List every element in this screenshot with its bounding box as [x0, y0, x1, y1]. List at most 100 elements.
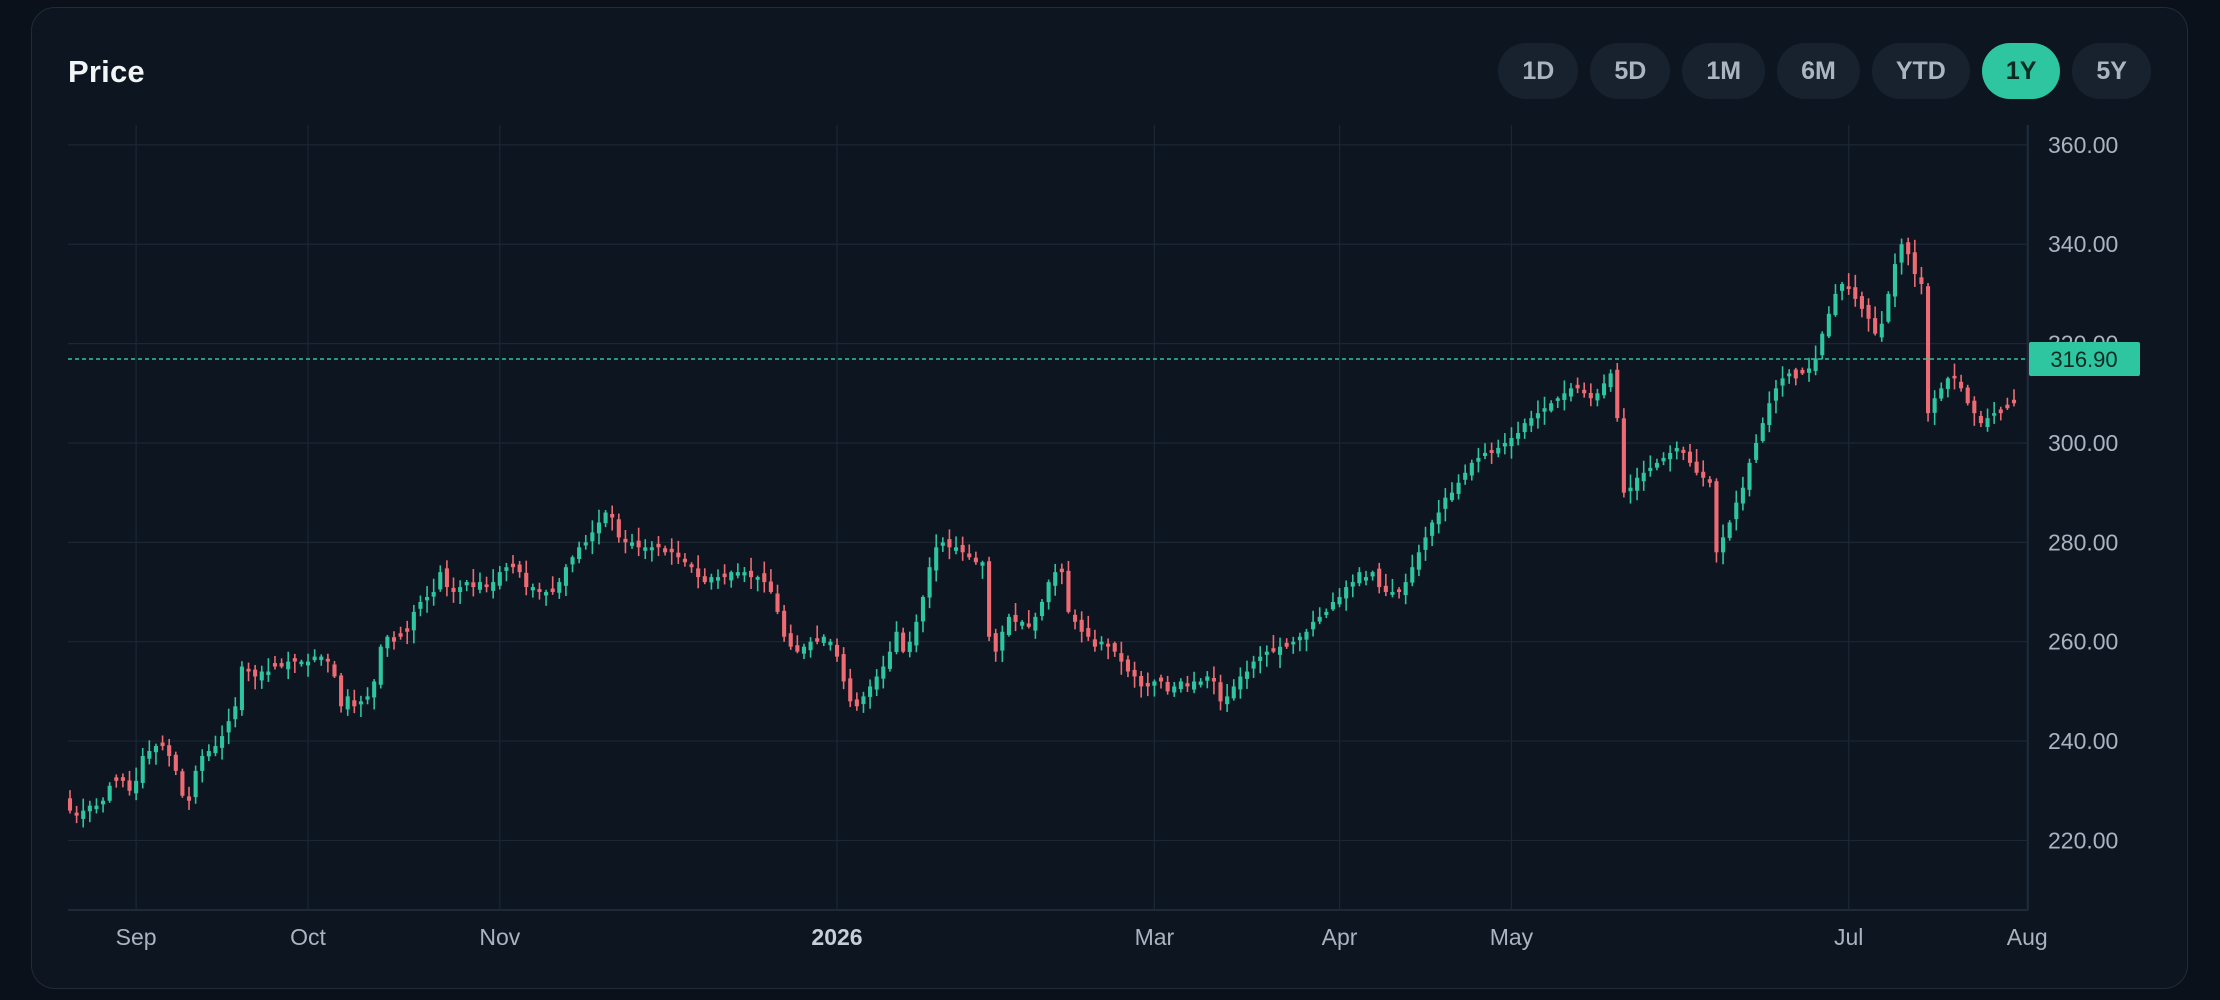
candle-down	[127, 770, 132, 796]
candle-body	[312, 656, 317, 661]
candle-down	[253, 664, 258, 690]
candle-up	[596, 509, 602, 545]
candle-body	[1846, 286, 1851, 289]
candle-down	[74, 805, 79, 824]
candle-up	[934, 534, 939, 582]
range-button-1d[interactable]: 1D	[1498, 43, 1579, 99]
candle-body	[491, 582, 496, 591]
candle-down	[180, 768, 185, 798]
candle-body	[755, 577, 760, 580]
candle-up	[629, 533, 635, 549]
candle-up	[1443, 488, 1448, 522]
candle-up	[372, 679, 377, 710]
candle-down	[1026, 610, 1031, 629]
range-button-1y[interactable]: 1Y	[1981, 43, 2061, 99]
candle-down	[1687, 444, 1693, 467]
candle-body	[940, 542, 945, 546]
candle-up	[530, 583, 535, 598]
candle-down	[616, 513, 621, 543]
candle-body	[2011, 399, 2017, 404]
candle-up	[438, 565, 443, 592]
candle-body	[1238, 676, 1243, 690]
candle-body	[934, 547, 939, 571]
candle-body	[1780, 378, 1785, 386]
y-tick-label: 280.00	[2048, 529, 2118, 555]
candle-body	[973, 557, 978, 563]
candle-body	[1899, 244, 1904, 263]
candle-body	[1595, 393, 1600, 401]
candle-down	[795, 635, 800, 654]
candle-down	[352, 689, 357, 714]
candle-down	[160, 735, 165, 751]
candle-down	[1125, 655, 1131, 678]
candle-body	[279, 663, 284, 667]
candle-up	[107, 782, 112, 803]
candle-body	[1701, 471, 1706, 478]
candle-down	[676, 540, 681, 564]
candle-body	[411, 611, 416, 631]
range-button-5d[interactable]: 5D	[1590, 43, 1671, 99]
candle-body	[1721, 537, 1726, 553]
candle-up	[1654, 458, 1659, 471]
candle-down	[444, 560, 449, 597]
candle-body	[1324, 611, 1329, 616]
candle-up	[1258, 646, 1263, 674]
candle-body	[193, 770, 198, 798]
candle-down	[901, 627, 906, 654]
candle-down	[663, 545, 668, 556]
candle-body	[907, 641, 912, 653]
candle-up	[1945, 376, 1950, 398]
range-button-5y[interactable]: 5Y	[2072, 43, 2151, 99]
candle-up	[1324, 608, 1329, 619]
candle-body	[795, 645, 800, 652]
candle-body	[1892, 264, 1898, 297]
candle-body	[1284, 642, 1289, 647]
candle-body	[1621, 418, 1626, 493]
candle-body	[1344, 587, 1349, 599]
candle-up	[603, 510, 608, 528]
candle-up	[1006, 613, 1011, 637]
candle-up	[742, 567, 747, 583]
candle-body	[1853, 287, 1858, 299]
candle-up	[497, 566, 502, 590]
candle-up	[1423, 526, 1428, 561]
candle-up	[563, 564, 568, 596]
axis-layer: 220.00240.00260.00280.00300.00320.00340.…	[68, 132, 2140, 950]
candle-body	[206, 751, 211, 757]
candle-body	[325, 658, 330, 662]
candle-up	[378, 644, 383, 689]
candle-body	[1350, 582, 1355, 587]
candle-down	[246, 662, 251, 682]
candle-down	[1489, 442, 1494, 464]
candle-body	[1906, 242, 1911, 255]
candle-up	[821, 634, 826, 647]
candle-body	[1919, 277, 1924, 284]
candle-up	[1370, 570, 1375, 581]
candle-body	[484, 584, 489, 588]
candle-up	[365, 687, 370, 705]
candle-up	[1674, 441, 1679, 460]
candle-body	[94, 805, 99, 810]
candle-body	[544, 592, 549, 596]
candle-body	[517, 564, 522, 573]
candle-body	[1681, 449, 1686, 453]
range-button-6m[interactable]: 6M	[1777, 43, 1860, 99]
candle-body	[1185, 683, 1190, 687]
candle-body	[841, 654, 846, 682]
candle-up	[1879, 311, 1884, 342]
candle-body	[1456, 482, 1461, 494]
candle-body	[1959, 381, 1964, 389]
candle-body	[1403, 582, 1408, 596]
candle-body	[1463, 472, 1468, 480]
candle-body	[1509, 438, 1514, 447]
candle-up	[101, 797, 106, 813]
candle-body	[636, 540, 641, 548]
candle-body	[153, 746, 159, 753]
candle-body	[1039, 601, 1045, 616]
range-button-1m[interactable]: 1M	[1682, 43, 1766, 99]
candle-body	[1139, 675, 1144, 687]
candle-body	[259, 671, 264, 681]
candle-down	[167, 738, 172, 767]
range-button-ytd[interactable]: YTD	[1871, 43, 1970, 99]
